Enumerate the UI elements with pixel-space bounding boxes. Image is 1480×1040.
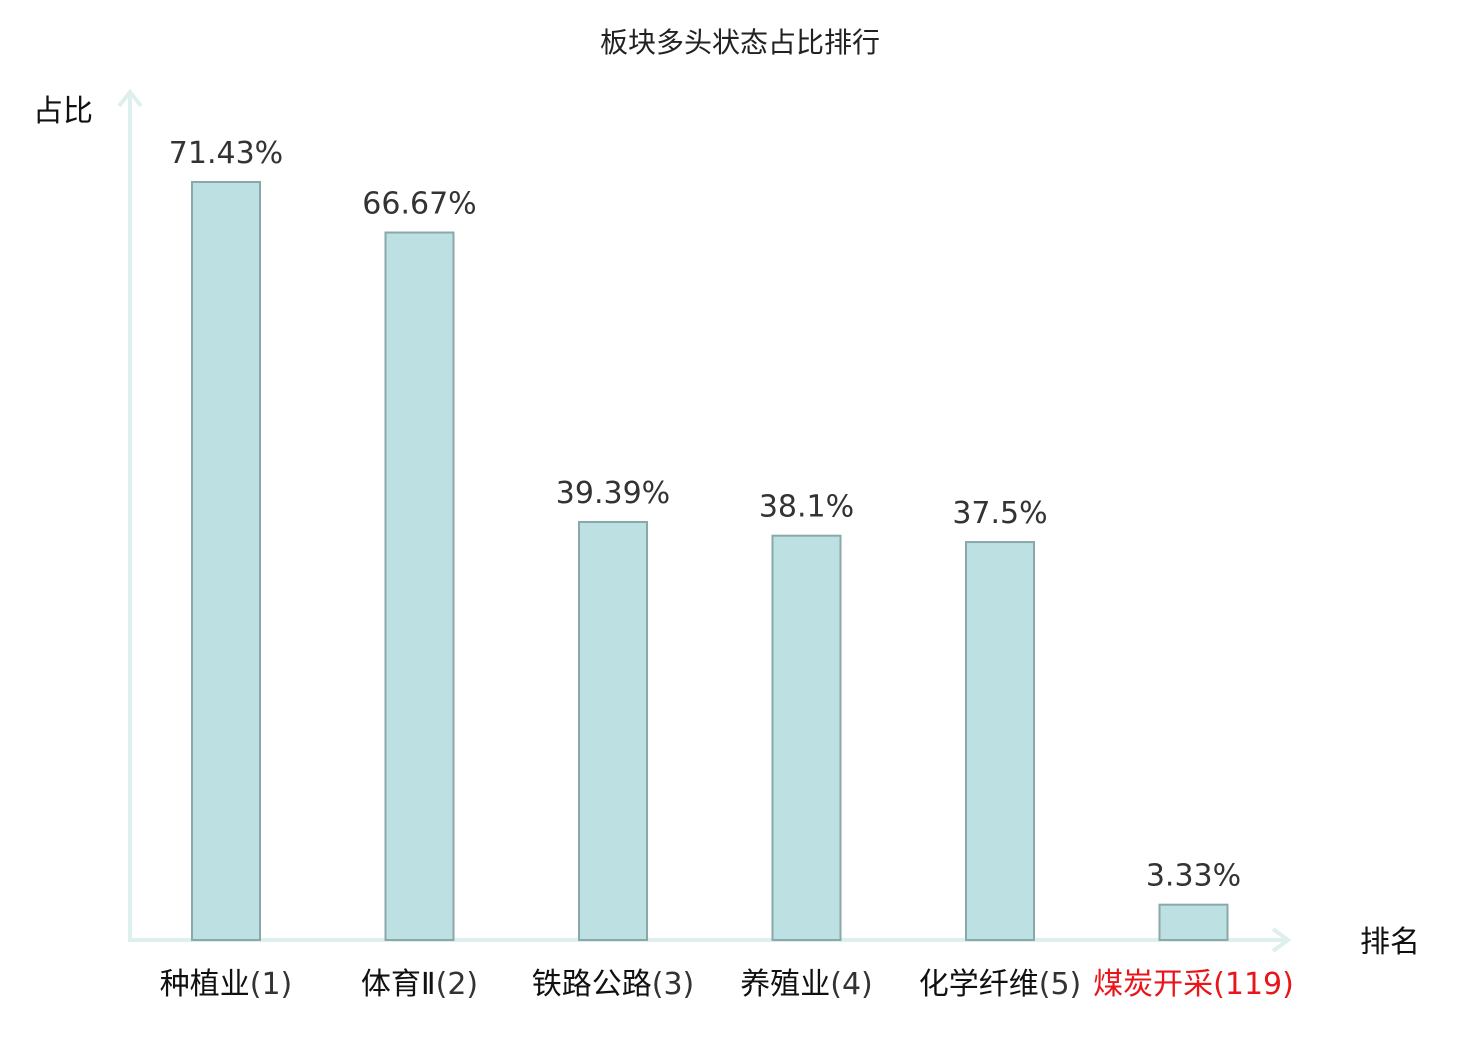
y-axis-arrow xyxy=(117,88,143,108)
category-labels: 种植业(1) 体育Ⅱ(2) 铁路公路(3) 养殖业(4) 化学纤维(5) 煤炭开采(119… xyxy=(160,967,1294,1002)
bar-value-label: 37.5% xyxy=(952,496,1047,531)
category-name: 种植业 xyxy=(160,967,250,1002)
category-label: 养殖业(4) xyxy=(740,967,873,1002)
bar-value-label: 71.43% xyxy=(169,136,283,171)
bars xyxy=(191,181,1229,942)
bar-value-label: 66.67% xyxy=(362,187,476,222)
category-name: 煤炭开采 xyxy=(1093,967,1213,1002)
x-axis-arrow xyxy=(1271,927,1292,953)
bar-value-label: 39.39% xyxy=(556,476,670,511)
category-label: 铁路公路(3) xyxy=(532,967,695,1002)
x-axis-label: 排名 xyxy=(1360,925,1420,960)
category-label: 体育Ⅱ(2) xyxy=(361,967,478,1002)
category-label: 化学纤维(5) xyxy=(919,967,1082,1002)
bar xyxy=(578,521,648,942)
category-name: 体育Ⅱ xyxy=(361,967,436,1002)
category-rank: (1) xyxy=(250,967,293,1002)
y-axis-label: 占比 xyxy=(33,94,93,129)
bar xyxy=(191,181,261,941)
value-labels: 71.43% 66.67% 39.39% 38.1% 37.5% 3.33% xyxy=(169,136,1241,894)
category-label: 种植业(1) xyxy=(160,967,293,1002)
category-rank: (3) xyxy=(652,967,695,1002)
category-name: 铁路公路 xyxy=(532,967,652,1002)
category-name: 化学纤维 xyxy=(919,967,1039,1002)
category-label: 煤炭开采(119) xyxy=(1093,967,1294,1002)
bar-value-label: 3.33% xyxy=(1146,859,1241,894)
category-name: 养殖业 xyxy=(740,967,830,1002)
bar xyxy=(384,231,455,942)
category-rank: (119) xyxy=(1213,967,1294,1002)
bar xyxy=(1158,903,1229,941)
chart-title: 板块多头状态占比排行 xyxy=(600,26,880,59)
axes xyxy=(117,88,1292,953)
bar xyxy=(965,541,1035,942)
bar-value-label: 38.1% xyxy=(759,490,854,525)
category-rank: (4) xyxy=(830,967,873,1002)
bar xyxy=(771,534,842,941)
category-rank: (2) xyxy=(436,967,479,1002)
category-rank: (5) xyxy=(1039,967,1082,1002)
